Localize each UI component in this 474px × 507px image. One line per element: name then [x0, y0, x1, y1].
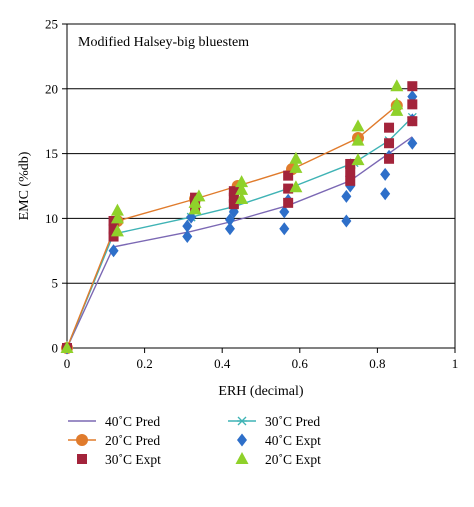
legend-label: 20˚C Expt — [265, 452, 321, 467]
data-point — [380, 167, 391, 181]
data-point — [407, 136, 418, 150]
asterisk-stroke — [237, 416, 247, 426]
data-point — [345, 175, 356, 186]
data-point — [224, 222, 235, 236]
series-line — [66, 136, 413, 349]
legend-item: 20˚C Pred — [68, 433, 160, 448]
data-point — [228, 192, 239, 203]
data-point — [384, 138, 395, 149]
legend: 40˚C Pred 30˚C Pred 20˚C Pred 40˚C Expt 30˚C… — [68, 414, 321, 467]
data-point — [279, 205, 290, 219]
data-point — [60, 341, 74, 353]
data-point — [289, 180, 303, 193]
legend-item: 40˚C Pred — [68, 414, 160, 429]
data-point — [182, 219, 193, 233]
legend-item: 40˚C Expt — [237, 433, 321, 448]
data-point — [235, 191, 249, 204]
y-tick-label: 10 — [45, 211, 58, 226]
y-tick-label: 0 — [52, 341, 59, 356]
data-point — [283, 170, 294, 181]
x-axis-label: ERH (decimal) — [218, 384, 303, 399]
data-point — [407, 116, 418, 127]
data-point — [228, 199, 239, 210]
data-point — [235, 175, 249, 188]
data-point — [279, 222, 290, 236]
data-point — [108, 223, 119, 234]
axes: 0 5 10 15 20 25 0 0.2 0.4 0.6 0.8 1 — [45, 17, 458, 372]
series-layer — [60, 79, 418, 355]
data-point — [345, 166, 356, 177]
data-point — [110, 211, 124, 224]
legend-swatch-marker — [237, 433, 247, 447]
data-point — [110, 203, 124, 216]
y-tick-label: 5 — [52, 276, 59, 291]
series-0 — [66, 136, 413, 349]
legend-swatch-marker — [76, 434, 88, 446]
data-point — [341, 189, 352, 203]
legend-swatch-marker — [235, 452, 249, 464]
data-point — [192, 189, 206, 202]
plot-area — [66, 23, 456, 349]
data-point — [283, 197, 294, 208]
data-point — [188, 202, 202, 215]
data-point — [384, 122, 395, 133]
data-point — [182, 230, 193, 244]
legend-swatch-marker — [77, 454, 87, 464]
data-point — [390, 79, 404, 92]
data-point — [390, 103, 404, 116]
y-axis-label: EMC (%db) — [17, 151, 32, 220]
x-tick-label: 0.8 — [369, 356, 385, 371]
legend-swatch-marker — [237, 416, 247, 426]
data-point — [228, 186, 239, 197]
data-point — [108, 231, 119, 242]
legend-item: 30˚C Expt — [77, 452, 161, 467]
legend-label: 40˚C Expt — [265, 433, 321, 448]
data-point — [407, 99, 418, 110]
y-tick-label: 25 — [45, 17, 58, 32]
x-tick-label: 0 — [64, 356, 71, 371]
series-5 — [60, 79, 404, 353]
data-point — [390, 97, 404, 110]
series-line — [66, 116, 413, 349]
legend-label: 40˚C Pred — [105, 414, 160, 429]
y-tick-label: 15 — [45, 146, 58, 161]
x-tick-label: 1 — [452, 356, 459, 371]
data-point — [108, 244, 119, 258]
gridlines — [67, 23, 455, 349]
chart-title: Modified Halsey-big bluestem — [78, 35, 249, 50]
x-tick-label: 0.6 — [292, 356, 309, 371]
data-point — [380, 187, 391, 201]
data-point — [283, 183, 294, 194]
legend-label: 30˚C Expt — [105, 452, 161, 467]
data-point — [188, 195, 202, 208]
data-point — [407, 81, 418, 92]
y-tick-label: 20 — [45, 81, 58, 96]
x-tick-label: 0.4 — [214, 356, 231, 371]
data-point — [384, 153, 395, 164]
legend-label: 20˚C Pred — [105, 433, 160, 448]
legend-item: 30˚C Pred — [228, 414, 320, 429]
data-point — [289, 151, 303, 164]
x-tick-label: 0.2 — [136, 356, 152, 371]
data-point — [351, 153, 365, 166]
legend-item: 20˚C Expt — [235, 452, 321, 467]
legend-label: 30˚C Pred — [265, 414, 320, 429]
data-point — [110, 224, 124, 237]
data-point — [235, 182, 249, 195]
data-point — [345, 158, 356, 169]
data-point — [351, 119, 365, 132]
data-point — [341, 214, 352, 228]
data-point — [351, 133, 365, 146]
data-point — [289, 160, 303, 173]
